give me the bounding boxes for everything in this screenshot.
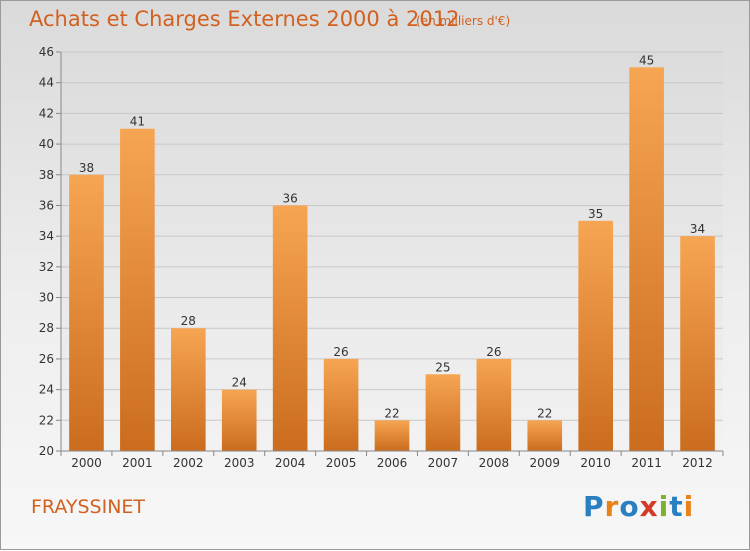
bar-value-label: 22 xyxy=(384,406,399,420)
x-tick-label: 2012 xyxy=(682,456,713,470)
bar xyxy=(170,328,206,451)
bar-value-label: 26 xyxy=(333,345,348,359)
y-tick-label: 28 xyxy=(39,321,54,335)
bar xyxy=(221,389,257,451)
bar-value-label: 45 xyxy=(639,53,654,67)
x-tick-label: 2006 xyxy=(377,456,408,470)
y-tick-label: 46 xyxy=(39,45,54,59)
plot-area xyxy=(61,52,723,451)
logo-letter: t xyxy=(669,490,684,523)
y-tick-label: 30 xyxy=(39,291,54,305)
bar xyxy=(680,236,715,451)
bar-value-label: 22 xyxy=(537,406,552,420)
bar xyxy=(374,420,410,451)
bar xyxy=(272,205,308,451)
y-tick-label: 22 xyxy=(39,413,54,427)
bar xyxy=(527,420,563,451)
place-name: FRAYSSINET xyxy=(31,496,146,518)
chart-subtitle: (en milliers d'€) xyxy=(416,14,511,28)
bar-value-label: 36 xyxy=(283,191,298,205)
x-tick-label: 2005 xyxy=(326,456,357,470)
logo-letter: x xyxy=(639,490,659,523)
y-tick-label: 42 xyxy=(39,106,54,120)
chart-title: Achats et Charges Externes 2000 à 2012 xyxy=(29,7,460,31)
bar-value-label: 38 xyxy=(79,161,94,175)
bar xyxy=(629,67,664,451)
bar xyxy=(69,174,104,451)
logo-letter: P xyxy=(583,490,605,523)
y-tick-label: 20 xyxy=(39,444,54,458)
y-tick-label: 44 xyxy=(39,76,54,90)
logo-letter: r xyxy=(604,490,620,523)
bar-value-label: 35 xyxy=(588,207,603,221)
proxiti-logo: Proxiti xyxy=(583,490,694,523)
y-tick-label: 24 xyxy=(39,383,54,397)
bar-value-label: 24 xyxy=(232,376,247,390)
y-tick-label: 26 xyxy=(39,352,54,366)
bar-value-label: 25 xyxy=(435,360,450,374)
x-tick-label: 2002 xyxy=(173,456,204,470)
x-tick-label: 2000 xyxy=(71,456,102,470)
logo-letter: i xyxy=(658,490,670,523)
y-tick-label: 34 xyxy=(39,229,54,243)
bar xyxy=(323,358,359,451)
logo-letter: i xyxy=(683,490,695,523)
x-tick-label: 2004 xyxy=(275,456,306,470)
x-tick-label: 2007 xyxy=(428,456,459,470)
x-tick-label: 2001 xyxy=(122,456,153,470)
bar-value-label: 41 xyxy=(130,115,145,129)
y-tick-label: 36 xyxy=(39,198,54,212)
bar xyxy=(578,220,614,451)
bar-value-label: 26 xyxy=(486,345,501,359)
logo-letter: o xyxy=(619,490,640,523)
bar-value-label: 34 xyxy=(690,222,705,236)
x-tick-label: 2010 xyxy=(580,456,611,470)
bar xyxy=(425,374,461,451)
x-tick-label: 2009 xyxy=(529,456,560,470)
bar-value-label: 28 xyxy=(181,314,196,328)
x-tick-label: 2008 xyxy=(479,456,510,470)
y-tick-label: 40 xyxy=(39,137,54,151)
bar xyxy=(476,358,512,451)
y-tick-label: 38 xyxy=(39,168,54,182)
x-tick-label: 2003 xyxy=(224,456,255,470)
y-tick-label: 32 xyxy=(39,260,54,274)
bar xyxy=(120,128,155,451)
x-tick-label: 2011 xyxy=(631,456,662,470)
